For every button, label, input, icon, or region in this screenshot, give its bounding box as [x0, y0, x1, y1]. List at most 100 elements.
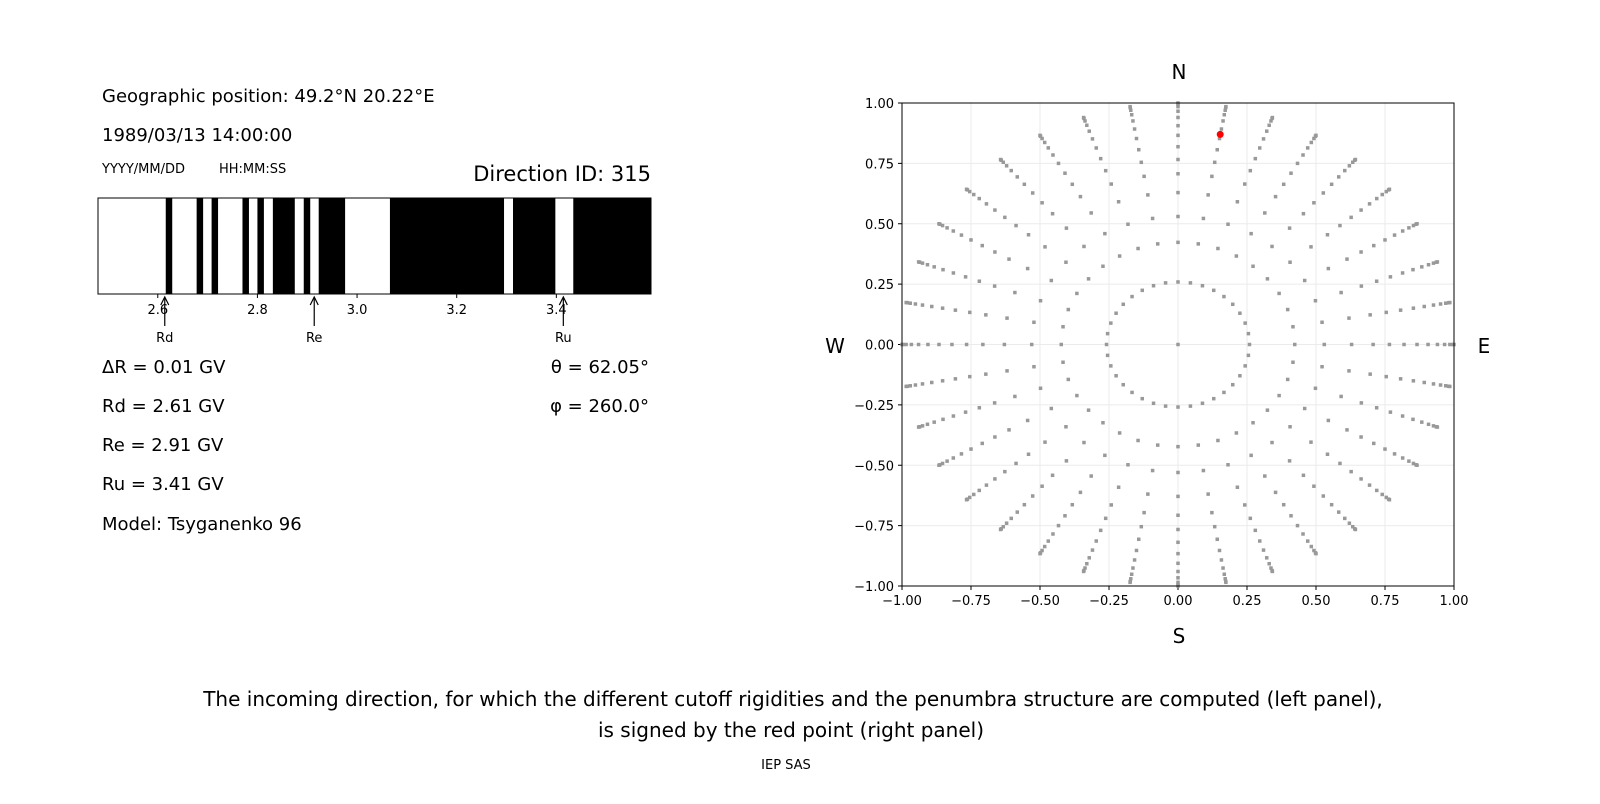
- direction-point: [1257, 146, 1262, 150]
- direction-point: [1277, 291, 1281, 296]
- direction-point: [1349, 342, 1354, 347]
- direction-point: [1126, 463, 1130, 467]
- direction-point: [1338, 461, 1342, 466]
- direction-point: [1105, 331, 1110, 336]
- direction-point: [1216, 438, 1220, 443]
- direction-point: [1121, 302, 1125, 307]
- direction-point: [1129, 577, 1133, 581]
- direction-point: [1064, 459, 1069, 463]
- direction-point: [1407, 459, 1411, 463]
- direction-point: [940, 461, 945, 466]
- direction-point: [1064, 226, 1069, 230]
- direction-point: [1398, 308, 1403, 312]
- direction-point: [1090, 137, 1095, 141]
- direction-point: [1400, 456, 1405, 460]
- direction-point: [1015, 510, 1020, 514]
- direction-point: [904, 342, 908, 347]
- direction-point: [1086, 277, 1091, 281]
- direction-point: [1442, 342, 1447, 347]
- direction-point: [1176, 157, 1180, 162]
- direction-point: [1132, 127, 1137, 131]
- direction-point: [984, 313, 988, 317]
- direction-point: [925, 422, 930, 427]
- direction-point: [1222, 294, 1226, 299]
- direction-point: [953, 308, 958, 312]
- direction-point: [1289, 514, 1293, 518]
- direction-point: [1103, 168, 1108, 173]
- direction-point: [1131, 566, 1135, 570]
- direction-point: [1056, 523, 1061, 528]
- marker-label-rd: Rd: [156, 331, 173, 346]
- direction-point: [1235, 485, 1240, 489]
- direction-point: [1309, 245, 1313, 249]
- forbidden-band: [211, 198, 219, 294]
- direction-point: [963, 410, 968, 414]
- direction-point: [1302, 406, 1307, 411]
- direction-point: [1136, 438, 1140, 443]
- y-tick-label: 1.00: [865, 97, 894, 112]
- direction-point: [1176, 405, 1180, 409]
- direction-point: [1235, 200, 1240, 204]
- direction-point: [925, 262, 930, 267]
- direction-point: [977, 488, 982, 493]
- direction-point: [937, 342, 941, 347]
- direction-point: [1224, 580, 1228, 585]
- direction-point: [1301, 211, 1306, 216]
- x-tick-label: −0.50: [1020, 594, 1060, 609]
- direction-point: [1301, 153, 1305, 157]
- direction-point: [1234, 254, 1239, 258]
- direction-point: [1014, 461, 1018, 466]
- direction-point: [1435, 260, 1440, 264]
- direction-point: [1025, 418, 1030, 423]
- direction-point: [993, 477, 997, 481]
- direction-point: [1223, 577, 1227, 581]
- direction-point: [1101, 421, 1105, 425]
- direction-point: [993, 208, 997, 212]
- direction-point: [1022, 182, 1027, 187]
- penumbra-bar: 2.6 2.8 3.0 3.2 3.4 Rd Re Ru: [97, 197, 652, 346]
- direction-point: [1040, 548, 1044, 553]
- direction-point: [1367, 483, 1372, 487]
- direction-point: [1201, 468, 1206, 473]
- direction-point: [984, 372, 988, 376]
- direction-point: [1267, 123, 1271, 128]
- direction-point: [1415, 342, 1419, 347]
- direction-point: [1005, 369, 1009, 373]
- direction-point: [1359, 401, 1364, 405]
- direction-point: [941, 267, 945, 272]
- direction-point: [1270, 115, 1275, 120]
- direction-point: [968, 310, 972, 315]
- direction-point: [1176, 569, 1180, 574]
- direction-point: [920, 424, 925, 428]
- direction-point: [1285, 377, 1290, 382]
- direction-point: [1075, 291, 1079, 296]
- direction-point: [1176, 551, 1180, 556]
- direction-point: [1302, 278, 1307, 283]
- delta-r: ΔR = 0.01 GV: [102, 357, 226, 378]
- direction-point: [1176, 576, 1180, 580]
- direction-point: [1140, 396, 1145, 401]
- direction-point: [1176, 561, 1180, 566]
- direction-point: [1312, 484, 1316, 488]
- direction-point: [1126, 222, 1130, 226]
- direction-point: [1374, 279, 1379, 283]
- direction-point: [1026, 452, 1031, 456]
- direction-point: [1109, 321, 1113, 325]
- direction-point: [1030, 494, 1035, 498]
- direction-point: [1078, 194, 1083, 199]
- direction-point: [1314, 551, 1318, 556]
- direction-point: [1387, 187, 1392, 192]
- direction-point: [1200, 401, 1205, 406]
- direction-point: [980, 243, 984, 248]
- direction-point: [1216, 246, 1220, 251]
- direction-point: [1090, 548, 1095, 552]
- direction-point: [1347, 316, 1351, 320]
- direction-point: [1322, 342, 1327, 347]
- direction-point: [940, 223, 945, 228]
- marker-label-re: Re: [306, 331, 322, 346]
- direction-point: [1043, 440, 1047, 444]
- direction-point: [977, 279, 982, 283]
- direction-point: [1004, 164, 1009, 168]
- direction-scatter: −1.00−1.00 −0.75 −0.75 −0.50 −0.50 −0.25 −0.25…: [854, 97, 1468, 609]
- forbidden-band: [303, 198, 311, 294]
